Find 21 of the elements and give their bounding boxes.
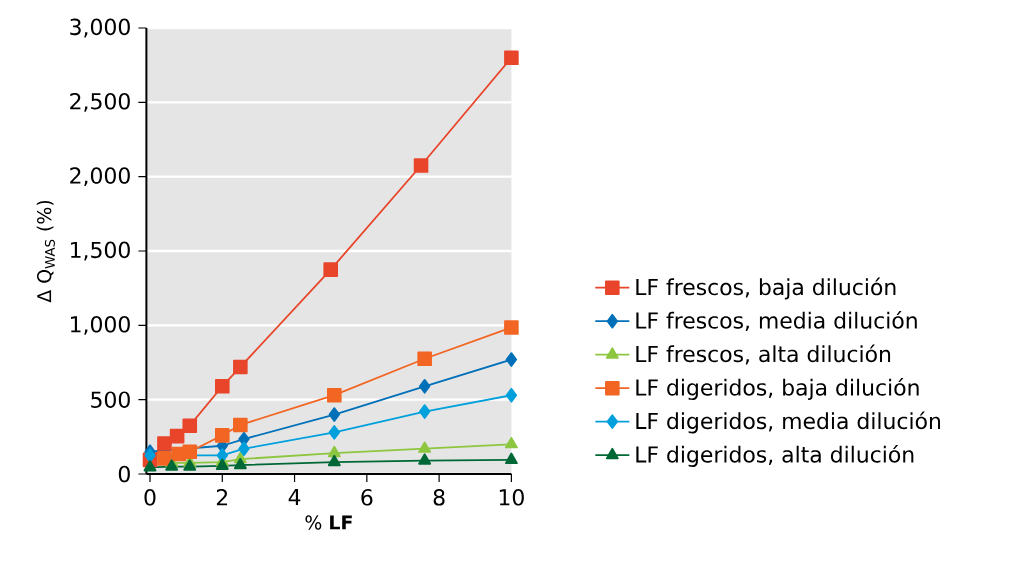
- y-tick-label: 2,500: [70, 92, 130, 112]
- x-tick-label: 4: [288, 489, 301, 506]
- legend-label: LF frescos, alta dilución: [636, 344, 891, 365]
- legend-label: LF digeridos, alta dilución: [636, 444, 914, 467]
- y-tick-label: 1,500: [71, 241, 130, 261]
- x-tick-label: 8: [433, 489, 445, 506]
- y-tick-label: 500: [91, 391, 130, 408]
- x-tick-label: 10: [499, 489, 524, 506]
- x-tick-label: 2: [216, 489, 228, 506]
- legend-label: LF frescos, baja dilución: [636, 277, 896, 300]
- y-tick-label: 1,000: [71, 315, 130, 335]
- y-axis-title: Δ Q$_{WAS}$ (%): [36, 200, 55, 303]
- y-tick-label: 3,000: [70, 18, 130, 38]
- x-tick-label: 0: [144, 489, 156, 506]
- y-tick-label: 0: [118, 465, 130, 483]
- legend-label: LF digeridos, media dilución: [636, 411, 941, 434]
- x-axis-title: % LF: [305, 515, 352, 530]
- legend-label: LF digeridos, baja dilución: [636, 377, 919, 400]
- legend-label: LF frescos, media dilución: [636, 310, 917, 331]
- y-tick-label: 2,000: [70, 167, 130, 187]
- x-tick-label: 6: [361, 489, 373, 506]
